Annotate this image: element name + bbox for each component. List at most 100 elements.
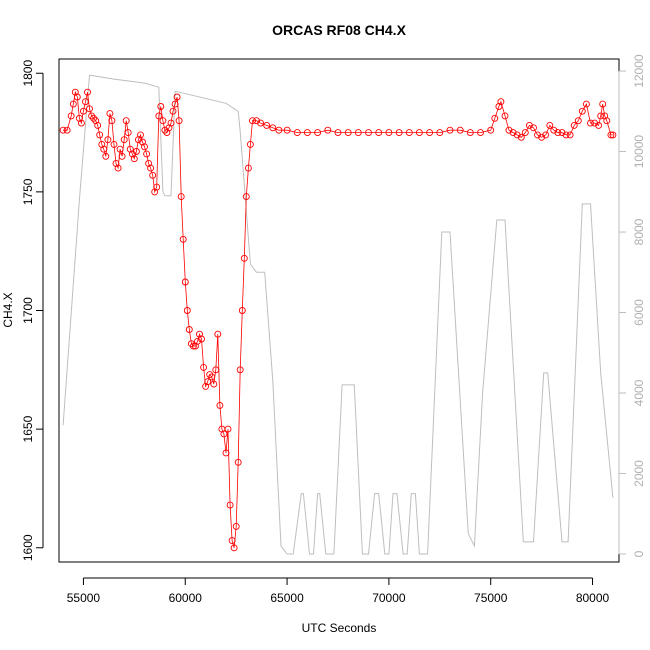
- ch4-point: [137, 131, 144, 139]
- ch4-point: [216, 401, 224, 409]
- ch4-point: [232, 522, 240, 530]
- x-tick-label: 75000: [474, 591, 508, 605]
- ch4-point: [169, 107, 177, 115]
- ch4-point: [175, 117, 183, 125]
- ch4-point: [236, 366, 244, 374]
- ch4-point: [149, 171, 157, 179]
- x-tick-label: 60000: [169, 591, 203, 605]
- ch4-point: [521, 129, 529, 137]
- y2-tick-label: 0: [632, 550, 646, 557]
- ch4-point: [187, 340, 195, 348]
- ch4-point: [595, 121, 603, 129]
- ch4-point: [139, 138, 146, 146]
- ch4-point: [88, 112, 96, 120]
- ch4-point: [269, 124, 277, 132]
- ch4-point: [75, 114, 83, 122]
- ch4-point: [415, 129, 423, 137]
- ch4-point: [104, 136, 112, 144]
- ch4-point: [177, 193, 185, 201]
- ch4-point: [198, 335, 205, 343]
- ch4-point: [244, 164, 252, 172]
- ch4-point: [609, 131, 617, 139]
- ch4-point: [554, 129, 562, 137]
- x-tick-label: 70000: [372, 591, 406, 605]
- ch4-point: [283, 126, 291, 134]
- ch4-point: [263, 121, 271, 129]
- ch4-point: [208, 373, 216, 381]
- ch4-point: [102, 152, 110, 160]
- ch4-point: [214, 330, 222, 338]
- ch4-point: [487, 126, 495, 134]
- y-axis-label: CH4.X: [1, 292, 15, 327]
- ch4-point: [354, 129, 362, 137]
- y2-tick-label: 12000: [632, 54, 646, 88]
- ch4-point: [67, 112, 75, 120]
- y-tick-label: 1700: [21, 297, 35, 324]
- ch4-point: [249, 117, 256, 125]
- ch4-point: [477, 129, 484, 137]
- ch4-point: [196, 330, 203, 338]
- ch4-point: [157, 103, 165, 110]
- ch4-point: [582, 100, 590, 108]
- ch4-point: [275, 126, 283, 134]
- ch4-point: [446, 126, 454, 134]
- ch4-point: [509, 129, 517, 137]
- ch4-point: [173, 93, 181, 101]
- ch4-point: [189, 342, 197, 350]
- ch4-point: [230, 544, 238, 552]
- ch4-point: [179, 235, 187, 243]
- ch4-point: [167, 119, 175, 127]
- y-tick-label: 1650: [21, 415, 35, 442]
- ch4-point: [365, 129, 372, 137]
- x-axis: 55000 60000 65000 70000 75000 80000: [67, 577, 610, 605]
- ch4-point: [375, 129, 383, 137]
- ch4-point: [145, 159, 153, 167]
- ch4-point: [159, 117, 167, 125]
- ch4-point: [224, 425, 232, 433]
- ch4-point: [220, 430, 228, 438]
- ch4-point: [257, 119, 265, 127]
- ch4-point: [546, 121, 554, 129]
- ch4-point: [562, 131, 570, 139]
- ch4-point: [385, 129, 393, 137]
- y2-tick-label: 2000: [632, 460, 646, 487]
- x-axis-label: UTC Seconds: [302, 621, 377, 635]
- ch4-point: [132, 148, 140, 155]
- x-tick-label: 55000: [67, 591, 101, 605]
- ch4-point: [456, 126, 464, 134]
- x-tick-label: 80000: [576, 591, 610, 605]
- ch4-point: [79, 107, 87, 115]
- ch4-point: [183, 307, 191, 314]
- ch4-point: [110, 140, 118, 148]
- y2-tick-label: 6000: [632, 299, 646, 326]
- ch4-point: [334, 129, 342, 137]
- ch4-point: [558, 129, 566, 137]
- ch4-point: [530, 124, 537, 132]
- ch4-point: [212, 366, 220, 374]
- ch4-point: [120, 136, 128, 144]
- ch4-point: [574, 117, 582, 125]
- ch4-point: [165, 124, 173, 132]
- ch4-point: [238, 307, 246, 314]
- ch4-point: [96, 131, 104, 139]
- ch4-point: [90, 114, 98, 122]
- ch4-point: [395, 129, 403, 137]
- ch4-point: [344, 129, 352, 137]
- ch4-point: [86, 105, 93, 113]
- ch4-point: [108, 117, 116, 125]
- ch4-point: [147, 164, 155, 172]
- ch4-point: [599, 100, 607, 108]
- y2-tick-label: 8000: [632, 218, 646, 245]
- ch4-point: [240, 254, 248, 262]
- ch4-point: [204, 378, 212, 386]
- ch4-point: [210, 380, 218, 388]
- ch4-point: [84, 88, 91, 96]
- ch4-point: [155, 112, 163, 120]
- ch4-point: [597, 112, 605, 120]
- ch4-point: [94, 121, 102, 129]
- ch4-point: [234, 458, 242, 466]
- ch4-point: [607, 131, 615, 139]
- ch4-point: [59, 126, 67, 134]
- ch4-point: [206, 371, 214, 379]
